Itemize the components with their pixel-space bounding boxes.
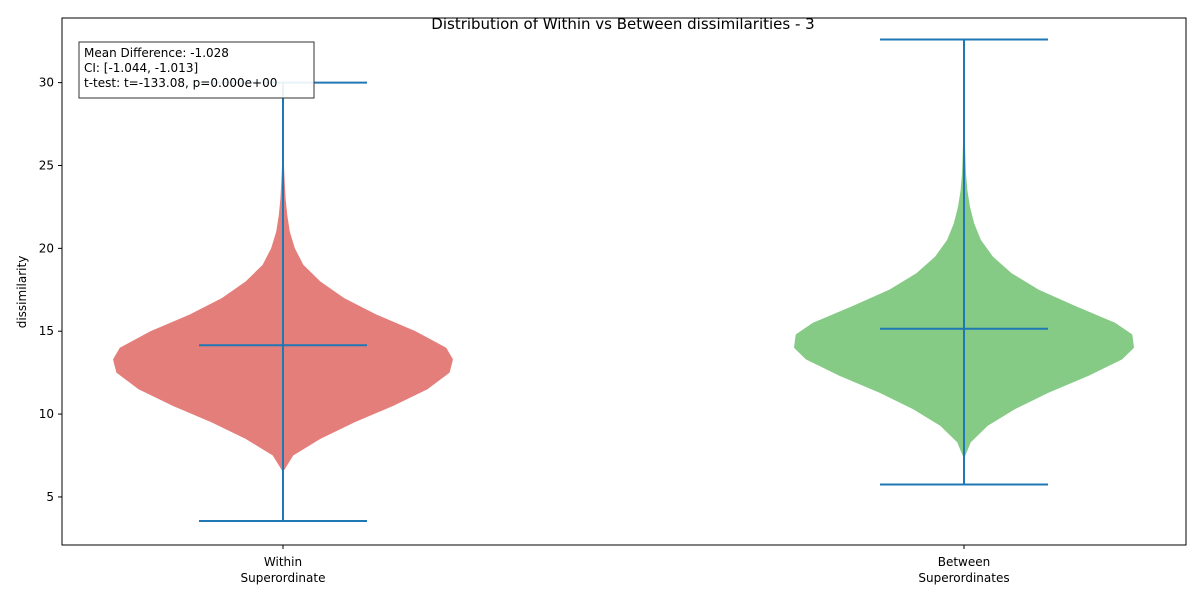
annotation-line: Mean Difference: -1.028 xyxy=(84,46,229,60)
chart-title: Distribution of Within vs Between dissim… xyxy=(431,15,814,33)
annotation-box-frame xyxy=(78,41,315,99)
x-axis: Within Superordinate Between Superordinates xyxy=(241,545,1010,585)
y-tick-label: 20 xyxy=(39,241,54,255)
y-axis: 5 10 15 20 25 30 xyxy=(39,76,62,504)
y-tick-label: 10 xyxy=(39,407,54,421)
annotation-line: CI: [-1.044, -1.013] xyxy=(84,61,198,75)
violin-bodies xyxy=(113,105,1134,473)
plot-area-frame xyxy=(61,17,1187,546)
y-tick-label: 5 xyxy=(46,490,54,504)
x-tick-label: Within Superordinate xyxy=(241,555,326,585)
y-tick-label: 30 xyxy=(39,76,54,90)
y-tick-label: 15 xyxy=(39,324,54,338)
x-tick-label: Between Superordinates xyxy=(918,555,1009,585)
y-axis-label: dissimilarity xyxy=(15,256,29,329)
y-tick-label: 25 xyxy=(39,158,54,172)
annotation-line: t-test: t=-133.08, p=0.000e+00 xyxy=(84,76,277,90)
